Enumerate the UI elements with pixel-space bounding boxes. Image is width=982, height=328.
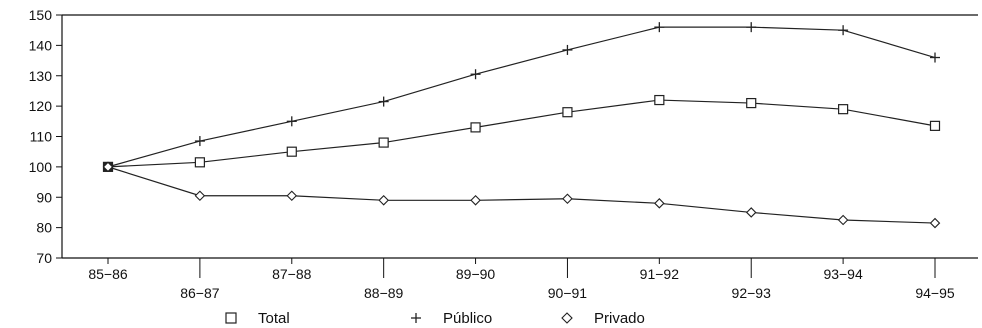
data-point-square (746, 97, 757, 109)
chart-legend: Total Público Privado (225, 310, 645, 327)
data-point-diamond (745, 207, 757, 218)
data-point-diamond (286, 190, 298, 202)
data-point-diamond (562, 193, 573, 205)
legend-item: Privado (561, 310, 645, 327)
legend-item: Total (225, 310, 290, 327)
data-point-diamond (378, 195, 389, 206)
chart-series (102, 22, 941, 229)
legend-item: Público (411, 310, 492, 327)
data-point-diamond (929, 217, 941, 229)
y-tick-label: 100 (29, 159, 53, 175)
y-tick-label: 110 (30, 129, 53, 145)
y-tick-label: 140 (29, 37, 53, 53)
data-point-diamond (837, 214, 849, 226)
x-tick-label: 94−95 (915, 285, 955, 301)
data-point-plus (562, 44, 573, 55)
y-tick-label: 130 (29, 68, 53, 84)
x-tick-label: 93−94 (823, 266, 863, 282)
data-point-square (562, 107, 573, 118)
y-tick-label: 70 (36, 250, 52, 266)
legend-square-icon (225, 312, 237, 324)
series-line (107, 26, 936, 168)
legend-label: Privado (594, 310, 645, 327)
data-point-square (470, 122, 481, 133)
y-tick-label: 90 (36, 189, 52, 205)
y-axis-ticks: 70 80 90 100 110 120 130 140 150 (29, 7, 62, 266)
data-point-plus (930, 52, 940, 63)
legend-diamond-icon (561, 312, 573, 324)
data-point-plus (286, 116, 297, 127)
series-line (107, 99, 936, 168)
data-point-plus (470, 69, 481, 80)
data-point-square (194, 157, 205, 168)
data-point-square (286, 146, 297, 157)
data-point-square (654, 94, 665, 106)
data-point-diamond (470, 195, 481, 206)
x-tick-label: 88−89 (364, 285, 404, 301)
data-point-square (838, 104, 849, 115)
x-tick-label: 87−88 (272, 266, 312, 282)
legend-label: Total (258, 310, 290, 327)
data-point-square (929, 120, 941, 131)
data-point-square (378, 137, 389, 148)
x-tick-label: 86−87 (180, 285, 220, 301)
series-plus (103, 22, 940, 172)
data-point-plus (654, 22, 665, 33)
y-tick-label: 80 (36, 220, 52, 236)
y-tick-label: 150 (29, 7, 53, 23)
data-point-plus (746, 22, 757, 33)
series-square (102, 94, 941, 172)
x-tick-label: 90−91 (548, 285, 588, 301)
y-tick-label: 120 (29, 98, 53, 114)
data-point-diamond (654, 198, 665, 209)
data-point-diamond (102, 161, 114, 173)
legend-plus-icon (411, 313, 421, 323)
x-tick-label: 89−90 (456, 266, 496, 282)
data-point-plus (194, 136, 205, 147)
x-axis-ticks: 85−86 86−87 87−88 88−89 89−90 90−91 91−92 92−93… (88, 258, 955, 301)
data-point-plus (378, 96, 389, 107)
series-diamond (102, 161, 941, 229)
data-point-diamond (194, 190, 206, 202)
x-tick-label: 91−92 (640, 266, 680, 282)
x-tick-label: 85−86 (88, 266, 128, 282)
series-line (107, 166, 936, 224)
x-tick-label: 92−93 (732, 285, 772, 301)
data-point-plus (838, 25, 849, 36)
legend-label: Público (443, 310, 492, 327)
